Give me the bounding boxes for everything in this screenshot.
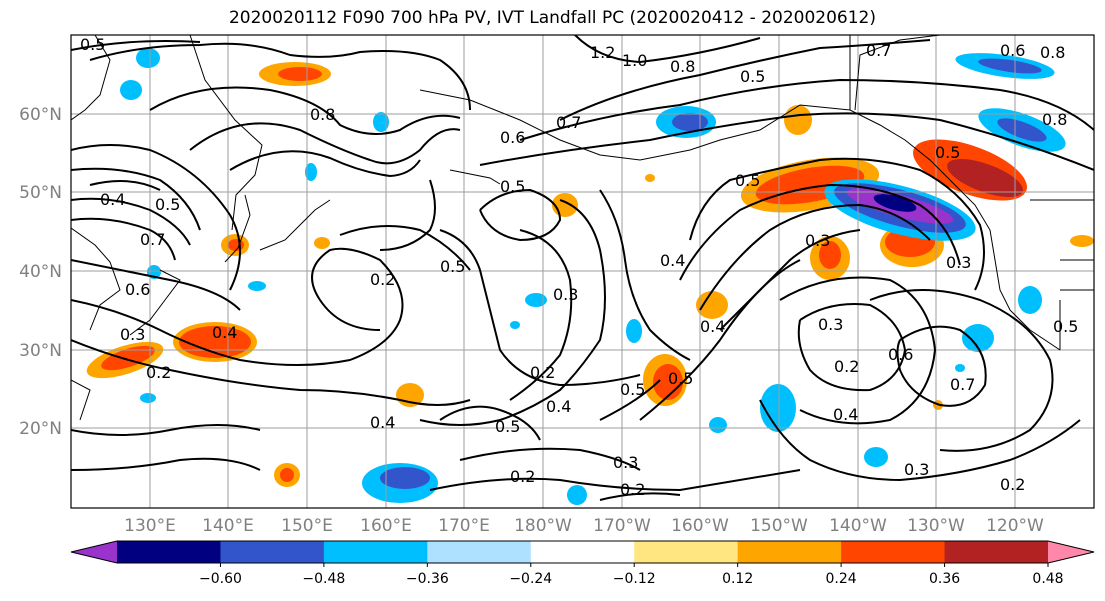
colorbar-segment xyxy=(323,541,428,563)
contour-label: 0.8 xyxy=(1042,110,1067,129)
contour-label: 0.4 xyxy=(700,317,725,336)
contour-label: 0.5 xyxy=(500,177,525,196)
colorbar-tick-label: 0.12 xyxy=(722,571,753,587)
colorbar-tick-label: −0.36 xyxy=(406,571,449,587)
map-plot-area: 0.5 1.2 1.0 0.8 0.5 0.7 0.6 0.8 0.5 0.8 … xyxy=(71,35,1094,508)
lon-label: 150°W xyxy=(750,516,808,536)
contour-label: 0.6 xyxy=(1000,41,1025,60)
colorbar-tick-label: 0.24 xyxy=(826,571,857,587)
contour-label: 0.5 xyxy=(440,257,465,276)
contour-label: 0.8 xyxy=(310,105,335,124)
contour-label: 0.8 xyxy=(1040,43,1065,62)
contour-label: 0.5 xyxy=(155,195,180,214)
contour-label: 0.3 xyxy=(904,460,929,479)
contour-label: 0.5 xyxy=(80,35,105,54)
contour-label: 0.7 xyxy=(556,113,581,132)
contour-label: 0.5 xyxy=(620,380,645,399)
contour-label: 0.7 xyxy=(866,41,891,60)
colorbar-segment xyxy=(427,541,532,563)
lat-label: 30°N xyxy=(19,341,62,361)
contour-label: 0.5 xyxy=(740,67,765,86)
colorbar-segments xyxy=(71,541,1094,563)
contour-label: 0.3 xyxy=(553,285,578,304)
contour-label: 0.5 xyxy=(935,143,960,162)
contour-label: 0.3 xyxy=(613,453,638,472)
contour-label: 0.4 xyxy=(370,413,395,432)
colorbar-tick-label: 0.48 xyxy=(1032,571,1063,587)
contour-label: 0.5 xyxy=(735,171,760,190)
longitude-labels: 130°E 140°E 150°E 160°E 170°E 180°W 170°… xyxy=(124,516,1044,536)
lon-label: 170°E xyxy=(438,516,490,536)
colorbar: −0.60 −0.48 −0.36 −0.24 −0.12 0.12 0.24 0.36 0.4… xyxy=(70,540,1095,587)
colorbar-outline xyxy=(70,540,1095,564)
colorbar-tick-label: −0.12 xyxy=(613,571,656,587)
lon-label: 120°W xyxy=(986,516,1044,536)
contour-label: 0.2 xyxy=(620,480,645,499)
lon-label: 160°E xyxy=(360,516,412,536)
latitude-labels: 60°N 50°N 40°N 30°N 20°N xyxy=(19,105,62,439)
contour-label: 0.2 xyxy=(1000,475,1025,494)
colorbar-segment xyxy=(841,541,946,563)
contour-label: 0.5 xyxy=(668,369,693,388)
colorbar-tick-label: −0.60 xyxy=(199,571,242,587)
contour-label: 0.6 xyxy=(125,280,150,299)
colorbar-extend-low xyxy=(71,541,117,563)
colorbar-extend-high xyxy=(1048,541,1094,563)
map-title: 2020020112 F090 700 hPa PV, IVT Landfall… xyxy=(228,8,876,28)
map-frame xyxy=(70,34,1095,509)
contour-label: 0.4 xyxy=(833,405,858,424)
contour-labels: 0.5 1.2 1.0 0.8 0.5 0.7 0.6 0.8 0.5 0.8 … xyxy=(80,35,1078,499)
contour-label: 0.4 xyxy=(100,190,125,209)
lon-label: 180°W xyxy=(514,516,572,536)
colorbar-tick-label: 0.36 xyxy=(929,571,960,587)
colorbar-tick-label: −0.48 xyxy=(302,571,345,587)
colorbar-segment xyxy=(117,541,221,563)
contour-label: 0.2 xyxy=(834,357,859,376)
contour-label: 0.2 xyxy=(146,363,171,382)
colorbar-ticks: −0.60 −0.48 −0.36 −0.24 −0.12 0.12 0.24 0.36 0.4… xyxy=(199,563,1064,587)
contour-label: 0.5 xyxy=(495,417,520,436)
pv-contours xyxy=(71,35,1094,501)
contour-label: 0.2 xyxy=(370,270,395,289)
lon-label: 160°W xyxy=(671,516,729,536)
contour-label: 0.4 xyxy=(212,323,237,342)
colorbar-tick-label: −0.24 xyxy=(509,571,552,587)
contour-label: 0.7 xyxy=(950,375,975,394)
cool-shading xyxy=(120,48,1066,505)
contour-label: 0.6 xyxy=(888,345,913,364)
lon-label: 170°W xyxy=(593,516,651,536)
lat-label: 20°N xyxy=(19,419,62,439)
lat-label: 50°N xyxy=(19,183,62,203)
contour-label: 1.2 xyxy=(590,43,615,62)
contour-label: 0.7 xyxy=(140,230,165,249)
contour-label: 0.3 xyxy=(818,315,843,334)
lon-label: 130°W xyxy=(907,516,965,536)
contour-label: 0.2 xyxy=(510,467,535,486)
lat-label: 40°N xyxy=(19,262,62,282)
lon-label: 140°E xyxy=(202,516,254,536)
lon-label: 130°E xyxy=(124,516,176,536)
lon-label: 140°W xyxy=(829,516,887,536)
contour-label: 0.3 xyxy=(946,253,971,272)
coastlines xyxy=(71,35,1094,421)
lat-label: 60°N xyxy=(19,105,62,125)
contour-label: 1.0 xyxy=(622,51,647,70)
contour-label: 0.8 xyxy=(670,57,695,76)
colorbar-segment xyxy=(220,541,325,563)
colorbar-segment xyxy=(634,541,739,563)
contour-label: 0.2 xyxy=(530,363,555,382)
contour-label: 0.4 xyxy=(546,397,571,416)
contour-label: 0.4 xyxy=(660,251,685,270)
contour-label: 0.5 xyxy=(1053,317,1078,336)
colorbar-segment xyxy=(530,541,635,563)
colorbar-segment xyxy=(737,541,842,563)
contour-label: 0.3 xyxy=(805,231,830,250)
contour-label: 0.6 xyxy=(500,128,525,147)
contour-label: 0.3 xyxy=(120,325,145,344)
lon-label: 150°E xyxy=(281,516,333,536)
colorbar-segment xyxy=(944,541,1049,563)
